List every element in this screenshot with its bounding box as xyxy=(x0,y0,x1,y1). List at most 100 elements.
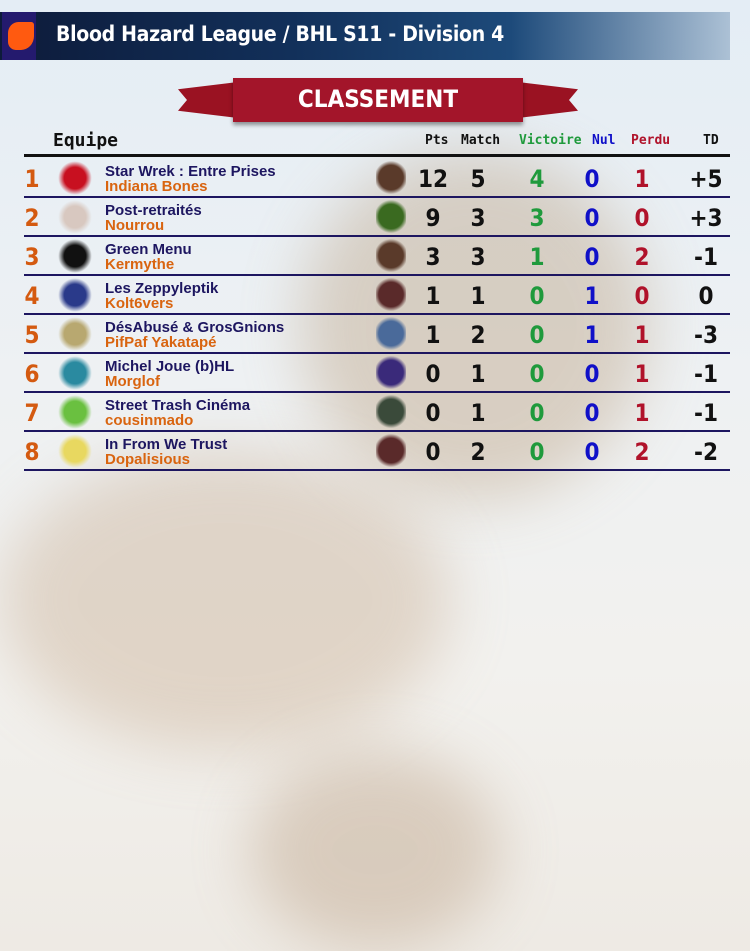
team-name-link[interactable]: Michel Joue (b)HL xyxy=(105,358,235,375)
win-value: 0 xyxy=(529,321,545,349)
coach-name-link[interactable]: Nourrou xyxy=(105,217,165,234)
draw-value: 0 xyxy=(584,204,600,232)
league-title: Blood Hazard League / BHL S11 - Division… xyxy=(56,22,505,46)
background-art xyxy=(0,450,450,750)
race-icon xyxy=(376,317,406,350)
team-logo-icon xyxy=(58,317,92,351)
race-icon xyxy=(376,278,406,311)
standings-row[interactable]: 7 Street Trash Cinéma cousinmado 0 1 0 0 1 -1 xyxy=(24,392,730,431)
standings-row[interactable]: 2 Post-retraités Nourrou 9 3 3 0 0 +3 xyxy=(24,197,730,236)
standings-row[interactable]: 1 Star Wrek : Entre Prises Indiana Bones… xyxy=(24,158,730,197)
team-logo-icon xyxy=(58,200,92,234)
pts-value: 9 xyxy=(425,204,441,232)
team-name-link[interactable]: Les Zeppyleptik xyxy=(105,280,219,297)
draw-value: 0 xyxy=(584,243,600,271)
rank: 4 xyxy=(24,282,40,310)
match-value: 3 xyxy=(470,243,486,271)
draw-value: 0 xyxy=(584,360,600,388)
row-divider xyxy=(24,235,730,237)
coach-name-link[interactable]: Kolt6vers xyxy=(105,295,174,312)
match-value: 1 xyxy=(470,282,486,310)
team-logo-icon xyxy=(58,395,92,429)
coach-name-link[interactable]: PifPaf Yakatapé xyxy=(105,334,217,351)
loss-value: 2 xyxy=(634,243,650,271)
team-name-link[interactable]: Street Trash Cinéma xyxy=(105,397,251,414)
standings-row[interactable]: 6 Michel Joue (b)HL Morglof 0 1 0 0 1 -1 xyxy=(24,353,730,392)
league-header: Blood Hazard League / BHL S11 - Division… xyxy=(0,12,730,60)
race-icon xyxy=(376,161,406,194)
coach-name-link[interactable]: Indiana Bones xyxy=(105,178,208,195)
pts-value: 0 xyxy=(425,438,441,466)
coach-name-link[interactable]: cousinmado xyxy=(105,412,194,429)
team-name-link[interactable]: Post-retraités xyxy=(105,202,202,219)
td-value: -1 xyxy=(694,243,718,271)
loss-value: 0 xyxy=(634,204,650,232)
pts-value: 1 xyxy=(425,321,441,349)
win-value: 3 xyxy=(529,204,545,232)
banner-title: CLASSEMENT xyxy=(297,85,459,113)
loss-value: 1 xyxy=(634,321,650,349)
header-divider xyxy=(24,154,730,157)
race-icon xyxy=(376,434,406,467)
col-draw: Nul xyxy=(592,133,616,148)
col-team: Equipe xyxy=(53,130,119,151)
standings-row[interactable]: 4 Les Zeppyleptik Kolt6vers 1 1 0 1 0 0 xyxy=(24,275,730,314)
draw-value: 1 xyxy=(584,282,600,310)
rank: 1 xyxy=(24,165,40,193)
coach-name-link[interactable]: Dopalisious xyxy=(105,451,191,468)
team-name-link[interactable]: DésAbusé & GrosGnions xyxy=(105,319,285,336)
draw-value: 0 xyxy=(584,399,600,427)
match-value: 1 xyxy=(470,360,486,388)
win-value: 0 xyxy=(529,399,545,427)
pts-value: 12 xyxy=(417,165,449,193)
loss-value: 0 xyxy=(634,282,650,310)
race-icon xyxy=(376,200,406,233)
col-loss: Perdu xyxy=(631,133,671,148)
race-icon xyxy=(376,356,406,389)
standings-row[interactable]: 8 In From We Trust Dopalisious 0 2 0 0 2 -2 xyxy=(24,431,730,470)
win-value: 4 xyxy=(529,165,545,193)
team-name-link[interactable]: In From We Trust xyxy=(105,436,228,453)
coach-name-link[interactable]: Kermythe xyxy=(105,256,175,273)
rank: 7 xyxy=(24,399,40,427)
loss-value: 1 xyxy=(634,399,650,427)
background-art xyxy=(300,150,650,500)
match-value: 1 xyxy=(470,399,486,427)
td-value: +5 xyxy=(689,165,723,193)
standings-row[interactable]: 3 Green Menu Kermythe 3 3 1 0 2 -1 xyxy=(24,236,730,275)
row-divider xyxy=(24,274,730,276)
match-value: 3 xyxy=(470,204,486,232)
row-divider xyxy=(24,391,730,393)
standings-row[interactable]: 5 DésAbusé & GrosGnions PifPaf Yakatapé … xyxy=(24,314,730,353)
td-value: -1 xyxy=(694,360,718,388)
row-divider xyxy=(24,469,730,471)
match-value: 2 xyxy=(470,438,486,466)
team-logo-icon xyxy=(58,356,92,390)
background-art xyxy=(250,750,500,950)
rank: 3 xyxy=(24,243,40,271)
td-value: 0 xyxy=(698,282,714,310)
standings-banner: CLASSEMENT xyxy=(178,78,578,122)
coach-name-link[interactable]: Morglof xyxy=(105,373,160,390)
loss-value: 1 xyxy=(634,165,650,193)
draw-value: 0 xyxy=(584,438,600,466)
td-value: -1 xyxy=(694,399,718,427)
row-divider xyxy=(24,196,730,198)
col-pts: Pts xyxy=(425,133,449,148)
team-logo-icon xyxy=(58,434,92,468)
team-name-link[interactable]: Star Wrek : Entre Prises xyxy=(105,163,276,180)
loss-value: 2 xyxy=(634,438,650,466)
row-divider xyxy=(24,313,730,315)
race-icon xyxy=(376,395,406,428)
team-name-link[interactable]: Green Menu xyxy=(105,241,192,258)
rank: 5 xyxy=(24,321,40,349)
win-value: 0 xyxy=(529,282,545,310)
team-logo-icon xyxy=(58,239,92,273)
td-value: -2 xyxy=(694,438,718,466)
pts-value: 1 xyxy=(425,282,441,310)
rank: 6 xyxy=(24,360,40,388)
loss-value: 1 xyxy=(634,360,650,388)
win-value: 1 xyxy=(529,243,545,271)
draw-value: 1 xyxy=(584,321,600,349)
col-win: Victoire xyxy=(519,133,582,148)
